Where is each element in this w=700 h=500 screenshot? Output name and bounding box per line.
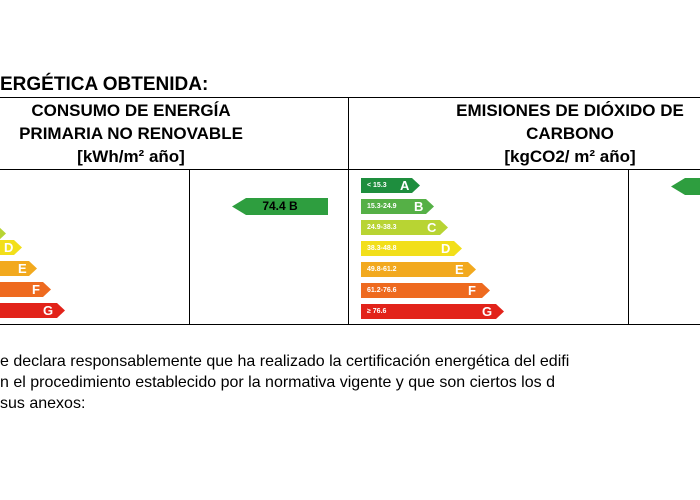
emisiones-bar-e: 49.8-61.2 E: [361, 262, 476, 277]
emisiones-bar-d-letter: D: [441, 241, 451, 256]
emisiones-bar-g-range: ≥ 76.6: [367, 308, 387, 315]
emisiones-bar-g: ≥ 76.6 G: [361, 304, 504, 319]
consumo-result-arrow: 74.4 B: [232, 198, 328, 215]
declaration-line-1: e declara responsablemente que ha realiz…: [0, 353, 570, 370]
emisiones-bar-e-letter: E: [455, 262, 464, 277]
consumo-bar-f-letter: F: [32, 282, 40, 297]
emisiones-title-line2: CARBONO: [526, 124, 614, 143]
emisiones-bar-f: 61.2-76.6 F: [361, 283, 490, 298]
emisiones-title-line1: EMISIONES DE DIÓXIDO DE: [456, 101, 684, 120]
consumo-bar-f: F: [0, 282, 51, 297]
emisiones-bar-a-letter: A: [400, 178, 410, 193]
consumo-unit: [kWh/m² año]: [77, 147, 185, 166]
emisiones-bar-g-letter: G: [482, 304, 493, 319]
consumo-bar-c-partial: [0, 226, 6, 241]
consumo-bar-g: G: [0, 303, 65, 318]
emisiones-result-divider: [628, 169, 629, 325]
consumo-title-line1: CONSUMO DE ENERGÍA: [31, 101, 231, 120]
emisiones-bar-a-range: < 15.3: [367, 182, 387, 189]
consumo-result-value: 74.4 B: [262, 199, 298, 213]
emisiones-bar-b: 15.3-24.9 B: [361, 199, 434, 214]
emisiones-bar-c-range: 24.9-38.3: [367, 224, 397, 231]
consumo-bar-d: D: [0, 240, 22, 255]
declaration-paragraph: e declara responsablemente que ha realiz…: [0, 351, 700, 414]
emisiones-bar-e-range: 49.8-61.2: [367, 266, 397, 273]
emisiones-bar-c: 24.9-38.3 C: [361, 220, 448, 235]
table-header-divider: [0, 169, 700, 170]
table-top-border: [0, 97, 700, 98]
emisiones-unit: [kgCO2/ m² año]: [504, 147, 636, 166]
declaration-line-3: sus anexos:: [0, 395, 86, 412]
emisiones-bar-b-range: 15.3-24.9: [367, 203, 397, 210]
consumo-bar-g-letter: G: [43, 303, 54, 318]
consumo-header: CONSUMO DE ENERGÍA PRIMARIA NO RENOVABLE…: [0, 99, 262, 168]
declaration-line-2: n el procedimiento establecido por la no…: [0, 374, 555, 391]
consumo-result-divider: [189, 169, 190, 325]
emisiones-bar-f-range: 61.2-76.6: [367, 287, 397, 294]
consumo-bar-e-letter: E: [18, 261, 27, 276]
emisiones-bar-c-letter: C: [427, 220, 437, 235]
section-title: ERGÉTICA OBTENIDA:: [0, 74, 209, 95]
emisiones-header: EMISIONES DE DIÓXIDO DE CARBONO [kgCO2/ …: [420, 99, 700, 168]
emisiones-bar-a: < 15.3 A: [361, 178, 420, 193]
emisiones-result-arrow: [671, 178, 700, 195]
emisiones-bar-d: 38.3-48.8 D: [361, 241, 462, 256]
emisiones-bar-f-letter: F: [468, 283, 476, 298]
table-middle-divider: [348, 97, 349, 325]
consumo-bar-d-letter: D: [4, 240, 14, 255]
emisiones-bar-d-range: 38.3-48.8: [367, 245, 397, 252]
consumo-bar-e: E: [0, 261, 37, 276]
energy-rating-table: CONSUMO DE ENERGÍA PRIMARIA NO RENOVABLE…: [0, 97, 700, 325]
consumo-title-line2: PRIMARIA NO RENOVABLE: [19, 124, 243, 143]
table-bottom-border: [0, 324, 700, 325]
emisiones-bar-b-letter: B: [414, 199, 424, 214]
